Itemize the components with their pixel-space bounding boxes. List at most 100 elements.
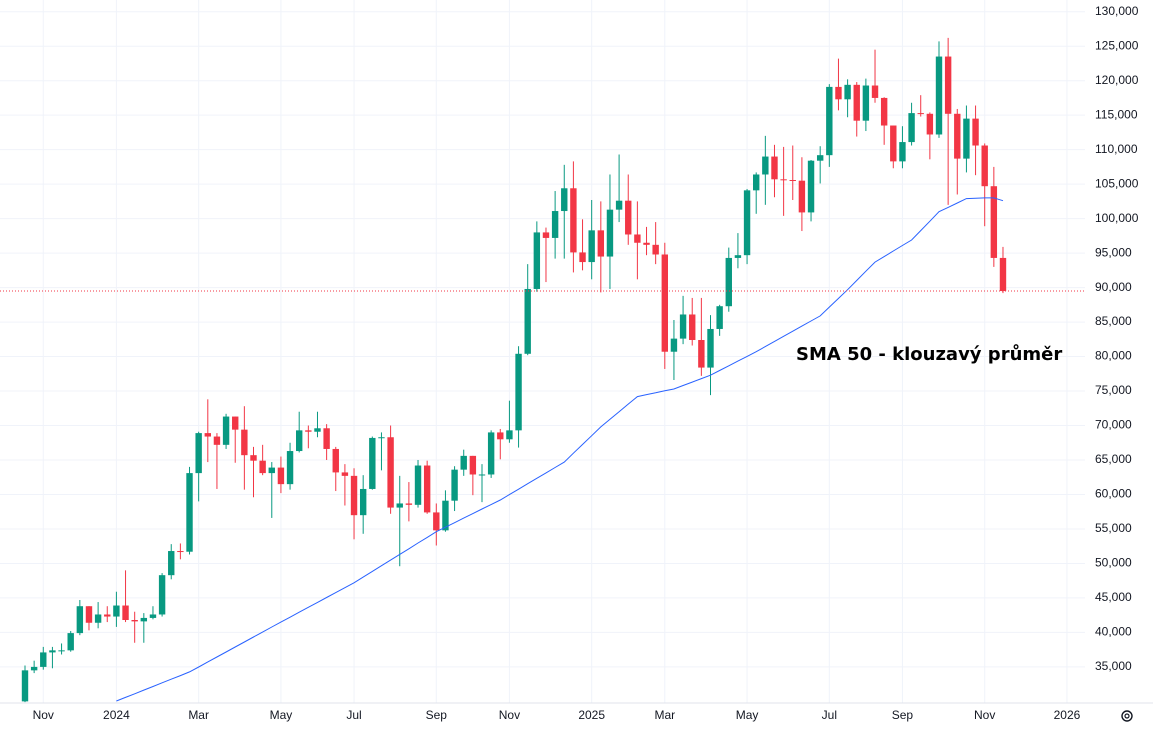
- candle-body: [341, 472, 349, 476]
- candle-body: [780, 179, 787, 181]
- x-tick-label: May: [270, 708, 293, 722]
- y-tick-label: 35,000: [1095, 659, 1132, 673]
- candle-body: [579, 252, 586, 263]
- candle-body: [871, 85, 879, 98]
- candle-body: [762, 156, 769, 175]
- candle-body: [926, 113, 934, 135]
- x-tick-label: Nov: [499, 708, 520, 722]
- x-tick-label: 2025: [578, 708, 605, 722]
- candle-body: [789, 180, 796, 181]
- candle-body: [716, 306, 723, 329]
- y-tick-label: 70,000: [1095, 418, 1132, 432]
- candle-body: [689, 314, 696, 340]
- candle-body: [451, 469, 458, 501]
- candle-body: [615, 200, 623, 210]
- candle-body: [853, 84, 860, 121]
- candle-body: [232, 416, 239, 430]
- candle-body: [286, 451, 294, 485]
- candle-body: [30, 666, 38, 671]
- candle-body: [570, 188, 577, 253]
- candle-body: [561, 188, 568, 212]
- candle-body: [542, 232, 550, 238]
- candle-body: [104, 614, 111, 617]
- candle-body: [442, 500, 449, 531]
- candle-body: [506, 430, 513, 440]
- x-tick-label: Jul: [822, 708, 837, 722]
- candle-body: [999, 257, 1007, 292]
- candle-body: [49, 650, 56, 653]
- candle-body: [652, 244, 659, 255]
- candle-body: [679, 314, 687, 339]
- candle-body: [661, 254, 668, 352]
- candle-body: [314, 428, 321, 432]
- settings-icon[interactable]: [1121, 710, 1133, 722]
- x-tick-label: Nov: [33, 708, 54, 722]
- candle-body: [753, 174, 760, 191]
- candle-body: [743, 190, 751, 256]
- candle-body: [890, 125, 897, 162]
- x-tick-label: Sep: [892, 708, 914, 722]
- y-tick-label: 85,000: [1095, 314, 1132, 328]
- candle-body: [350, 475, 358, 516]
- grid: [0, 0, 1085, 703]
- x-tick-label: Sep: [426, 708, 448, 722]
- candle-body: [387, 437, 394, 508]
- candle-body: [533, 232, 541, 289]
- candle-body: [944, 56, 952, 114]
- settings-gear-center[interactable]: [1124, 713, 1130, 719]
- candle-body: [643, 242, 650, 245]
- y-tick-label: 75,000: [1095, 383, 1132, 397]
- candle-body: [113, 605, 120, 617]
- settings-gear[interactable]: [1121, 710, 1133, 722]
- candle-body: [85, 606, 93, 623]
- x-tick-label: May: [736, 708, 759, 722]
- candle-body: [606, 209, 614, 257]
- candle-body: [625, 200, 632, 235]
- candle-body: [213, 436, 221, 445]
- y-tick-label: 65,000: [1095, 452, 1132, 466]
- y-tick-label: 45,000: [1095, 590, 1132, 604]
- candle-body: [168, 551, 175, 576]
- candle-body: [826, 86, 833, 156]
- candle-body: [972, 118, 979, 146]
- annotation: SMA 50 - klouzavý průměr: [796, 343, 1062, 365]
- candle-body: [140, 617, 148, 622]
- candle-body: [241, 429, 248, 456]
- candle-body: [259, 460, 266, 474]
- candle-body: [67, 633, 74, 651]
- x-tick-label: Mar: [654, 708, 675, 722]
- candle-body: [515, 353, 522, 431]
- candle-body: [277, 467, 285, 485]
- candle-body: [954, 113, 961, 159]
- candle-body: [414, 465, 422, 505]
- candle-body: [268, 467, 275, 474]
- candle-body: [250, 455, 257, 461]
- candle-body: [670, 338, 678, 352]
- candle-body: [396, 503, 403, 508]
- candle-body: [597, 230, 605, 257]
- candle-body: [478, 474, 486, 476]
- candle-body: [469, 455, 477, 475]
- candle-body: [487, 432, 495, 475]
- candle-body: [698, 340, 705, 368]
- y-tick-label: 100,000: [1095, 211, 1139, 225]
- candle-body: [323, 428, 330, 449]
- candle-body: [551, 211, 559, 238]
- x-tick-label: Mar: [188, 708, 209, 722]
- x-tick-label: Nov: [974, 708, 995, 722]
- candle-body: [122, 605, 129, 620]
- candle-body: [862, 85, 870, 121]
- x-tick-label: Jul: [346, 708, 361, 722]
- candle-body: [771, 156, 778, 180]
- candle-body: [917, 113, 924, 115]
- candle-body: [177, 551, 184, 553]
- y-tick-label: 125,000: [1095, 38, 1139, 52]
- candle-body: [332, 448, 339, 473]
- candle-body: [588, 230, 595, 263]
- candle-body: [899, 142, 906, 162]
- candle-body: [158, 575, 166, 615]
- candle-body: [816, 155, 824, 161]
- candle-body: [908, 113, 915, 143]
- y-tick-label: 120,000: [1095, 73, 1139, 87]
- candle-body: [58, 650, 65, 652]
